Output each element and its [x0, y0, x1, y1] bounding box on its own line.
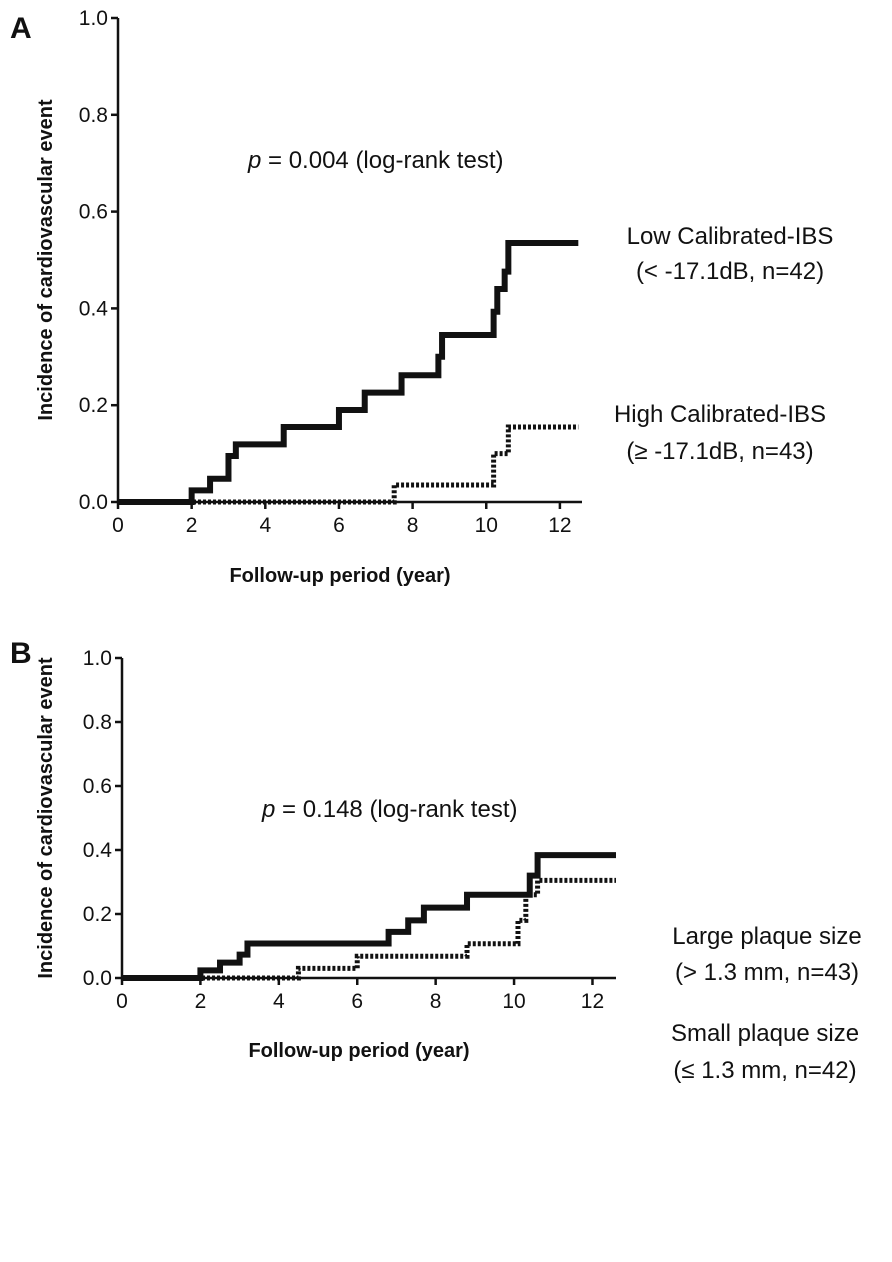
- x-axis-title: Follow-up period (year): [248, 1040, 469, 1062]
- x-tick-label: 6: [351, 990, 363, 1013]
- y-tick-label: 1.0: [83, 647, 112, 670]
- dashed-series-line: [118, 424, 579, 505]
- y-tick-label: 0.2: [79, 394, 108, 417]
- panel-letter: A: [10, 12, 32, 45]
- y-tick-label: 0.0: [83, 967, 112, 990]
- x-tick-label: 0: [112, 514, 124, 537]
- p-value-annotation: p = 0.004 (log-rank test): [247, 147, 503, 174]
- solid-series-line: [122, 852, 616, 981]
- x-axis-title: Follow-up period (year): [229, 565, 450, 587]
- x-tick-label: 2: [195, 990, 207, 1013]
- y-tick-label: 0.6: [79, 201, 108, 224]
- x-tick-label: 8: [430, 990, 442, 1013]
- solid-series-line: [118, 240, 579, 505]
- series-label-line1: High Calibrated-IBS: [614, 401, 826, 428]
- series-label-line2: (≤ 1.3 mm, n=42): [673, 1057, 856, 1084]
- series-label-line2: (< -17.1dB, n=42): [636, 258, 824, 285]
- y-tick-label: 0.0: [79, 491, 108, 514]
- series-label-line2: (≥ -17.1dB, n=43): [626, 438, 813, 465]
- y-tick-label: 0.4: [83, 839, 113, 862]
- y-tick-label: 0.2: [83, 903, 112, 926]
- dashed-series-line: [122, 877, 616, 981]
- panel-b: B 0.0 0.2 0.4 0.6 0.8 1.0 0 2 4 6 8 10 12 Follow-up pe…: [10, 637, 862, 1084]
- y-tick-label: 1.0: [79, 7, 108, 30]
- x-tick-label: 0: [116, 990, 128, 1013]
- series-label-line1: Large plaque size: [672, 923, 861, 950]
- p-symbol: p: [247, 147, 261, 174]
- p-value-text: = 0.148 (log-rank test): [275, 796, 517, 823]
- p-symbol: p: [261, 796, 275, 823]
- panel-a: A 0.0 0.2 0.4 0.6 0.8 1.0 0 2 4 6 8 10 12 Follow-up pe…: [10, 7, 833, 587]
- y-axis-title: Incidence of cardiovascular event: [35, 657, 57, 979]
- y-tick-label: 0.8: [79, 104, 108, 127]
- x-tick-label: 12: [581, 990, 604, 1013]
- panel-letter: B: [10, 637, 32, 670]
- x-tick-label: 2: [186, 514, 198, 537]
- p-value-annotation: p = 0.148 (log-rank test): [261, 796, 517, 823]
- x-tick-label: 4: [259, 514, 271, 537]
- x-tick-label: 4: [273, 990, 285, 1013]
- y-axis-title: Incidence of cardiovascular event: [35, 99, 57, 421]
- x-tick-label: 10: [475, 514, 498, 537]
- x-tick-label: 8: [407, 514, 419, 537]
- y-tick-label: 0.4: [79, 297, 109, 320]
- series-label-line1: Low Calibrated-IBS: [627, 223, 834, 250]
- x-tick-label: 6: [333, 514, 345, 537]
- x-tick-label: 12: [548, 514, 571, 537]
- y-tick-label: 0.8: [83, 711, 112, 734]
- y-tick-label: 0.6: [83, 775, 112, 798]
- series-label-line2: (> 1.3 mm, n=43): [675, 959, 859, 986]
- p-value-text: = 0.004 (log-rank test): [261, 147, 503, 174]
- x-tick-label: 10: [502, 990, 525, 1013]
- series-label-line1: Small plaque size: [671, 1020, 859, 1047]
